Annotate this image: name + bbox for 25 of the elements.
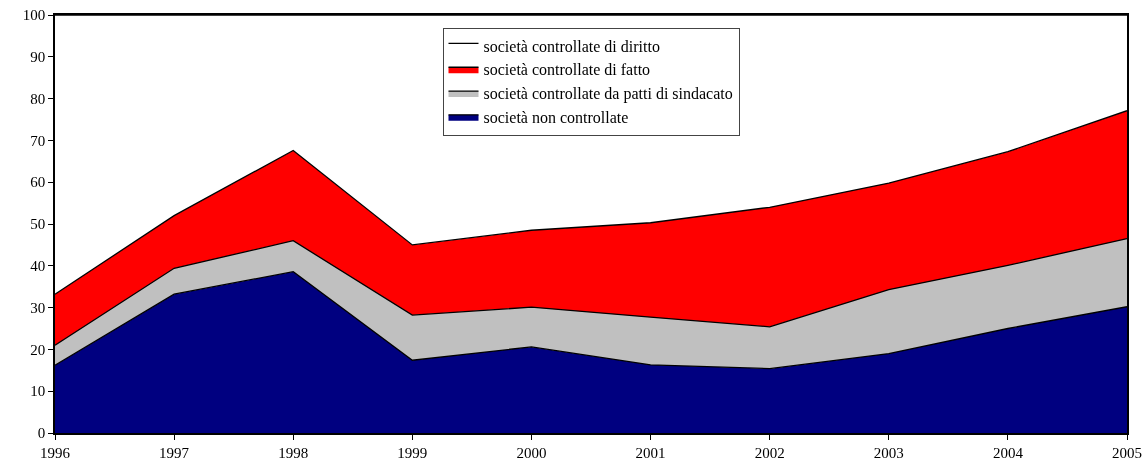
- y-tick-label: 100: [22, 7, 46, 24]
- y-tick-label: 20: [30, 341, 46, 358]
- y-tick-label: 50: [30, 216, 46, 233]
- y-tick-label: 60: [30, 174, 46, 191]
- x-tick-label: 2000: [516, 444, 547, 461]
- x-tick-label: 1997: [159, 444, 190, 461]
- legend-label: società controllate da patti di sindacato: [483, 85, 733, 104]
- x-tick-label: 2003: [873, 444, 904, 461]
- y-tick-label: 30: [30, 299, 46, 316]
- x-tick-label: 2001: [635, 444, 666, 461]
- x-tick-label: 2002: [754, 444, 785, 461]
- y-tick-label: 90: [30, 49, 46, 66]
- legend-label: società controllate di fatto: [483, 61, 651, 79]
- x-tick-label: 2004: [992, 444, 1024, 461]
- x-tick-label: 1996: [40, 444, 71, 461]
- y-tick-label: 10: [30, 383, 46, 400]
- legend-label: società non controllate: [483, 109, 629, 127]
- legend-label: società controllate di diritto: [483, 37, 660, 55]
- y-tick-label: 0: [37, 425, 46, 442]
- y-tick-label: 40: [30, 258, 46, 275]
- x-tick-label: 2005: [1112, 444, 1142, 461]
- y-tick-label: 80: [30, 90, 46, 107]
- y-tick-label: 70: [30, 132, 46, 149]
- x-tick-label: 1999: [397, 444, 428, 461]
- x-tick-label: 1998: [278, 444, 309, 461]
